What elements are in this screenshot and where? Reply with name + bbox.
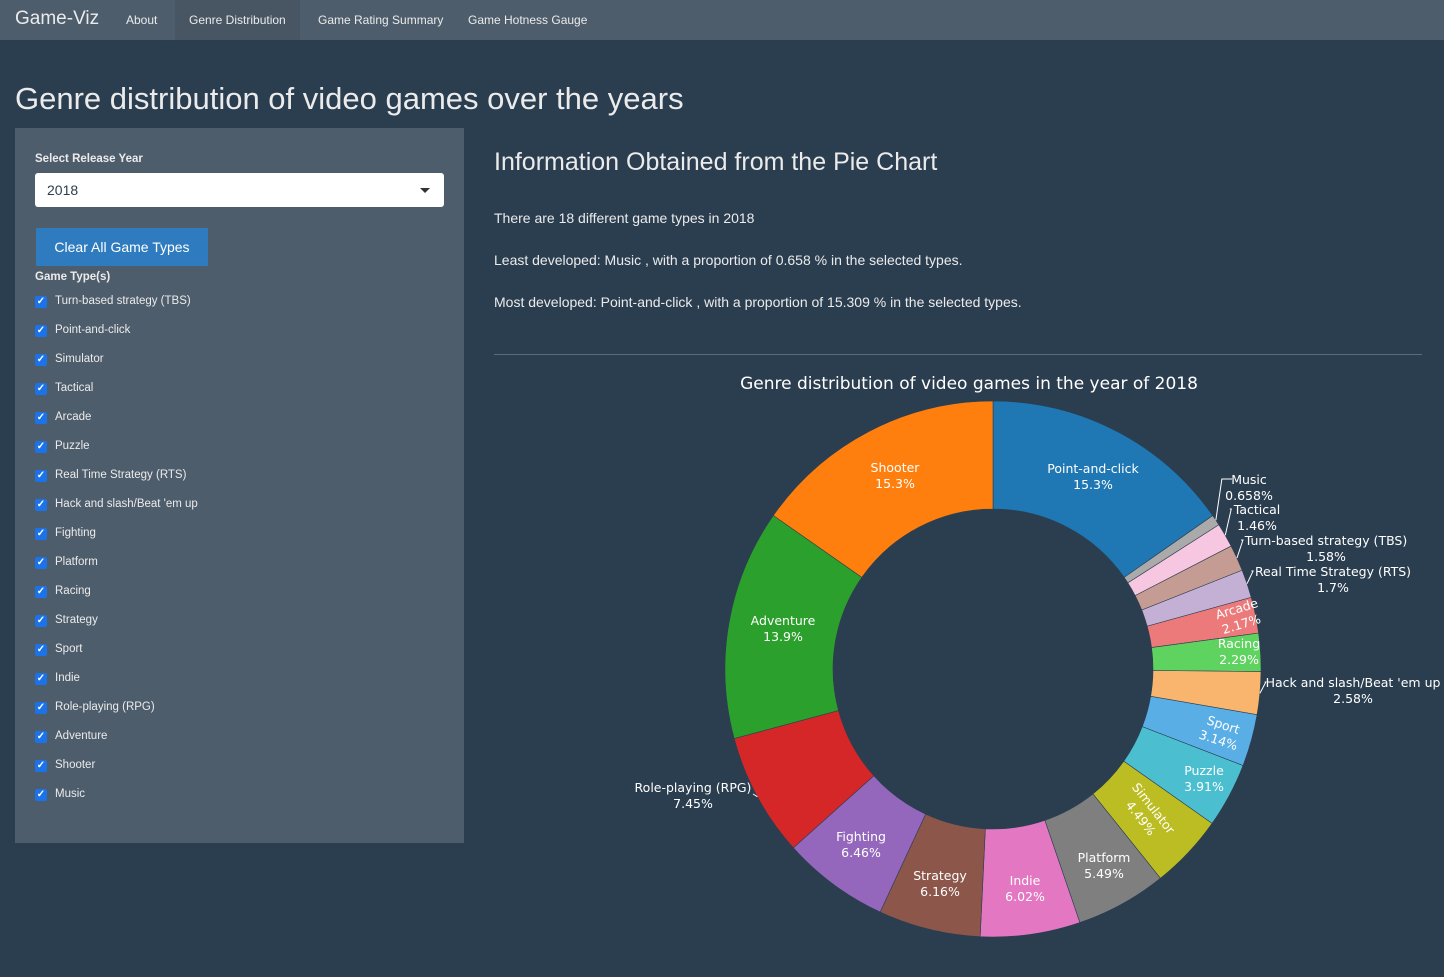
checkbox-checked-icon[interactable]: ✓ (35, 557, 47, 569)
checkbox-checked-icon[interactable]: ✓ (35, 383, 47, 395)
game-type-label: Shooter (55, 759, 96, 771)
slice-label: Puzzle 3.91% (1184, 763, 1224, 794)
slice-label: Adventure 13.9% (751, 613, 816, 644)
slice-label: Fighting 6.46% (836, 829, 886, 860)
slice-label-leader-line (1259, 681, 1267, 694)
donut-chart: Genre distribution of video games in the… (635, 374, 1441, 938)
chart-title: Genre distribution of video games in the… (740, 374, 1198, 394)
info-title: Information Obtained from the Pie Chart (494, 148, 938, 176)
page-title: Genre distribution of video games over t… (15, 81, 684, 116)
checkbox-checked-icon[interactable]: ✓ (35, 731, 47, 743)
sidebar-panel: Select Release Year 2018 Clear All Game … (15, 128, 464, 843)
checkbox-checked-icon[interactable]: ✓ (35, 412, 47, 424)
clear-all-game-types-button[interactable]: Clear All Game Types (36, 228, 208, 266)
checkbox-checked-icon[interactable]: ✓ (35, 673, 47, 685)
game-type-label: Music (55, 788, 86, 800)
checkbox-checked-icon[interactable]: ✓ (35, 354, 47, 366)
slice-label: Turn-based strategy (TBS) 1.58% (1244, 533, 1408, 564)
game-type-label: Strategy (55, 614, 98, 626)
game-type-label: Adventure (55, 730, 108, 742)
slice-label: Music 0.658% (1225, 472, 1273, 503)
game-type-label: Point-and-click (55, 324, 131, 336)
nav-tab-genre-distribution[interactable]: Genre Distribution (175, 0, 300, 40)
checkbox-checked-icon[interactable]: ✓ (35, 644, 47, 656)
checkbox-checked-icon[interactable]: ✓ (35, 615, 47, 627)
slice-label-leader-line (1236, 539, 1244, 559)
game-type-label: Turn-based strategy (TBS) (55, 295, 191, 307)
checkbox-checked-icon[interactable]: ✓ (35, 296, 47, 308)
nav-tab-about[interactable]: About (126, 13, 158, 27)
game-types-label: Game Type(s) (35, 271, 111, 283)
slice-label: Point-and-click 15.3% (1047, 461, 1139, 492)
info-type-count: There are 18 different game types in 201… (494, 210, 755, 226)
year-select-label: Select Release Year (35, 153, 143, 165)
game-type-label: Racing (55, 585, 91, 597)
navbar: Game-Viz About Genre Distribution Game R… (0, 0, 1444, 40)
slice-label: Shooter 15.3% (871, 460, 921, 491)
game-type-label: Hack and slash/Beat 'em up (55, 498, 198, 510)
checkbox-checked-icon[interactable]: ✓ (35, 760, 47, 772)
info-most-developed: Most developed: Point-and-click , with a… (494, 294, 1022, 310)
brand-title[interactable]: Game-Viz (15, 8, 100, 29)
slice-label-leader-line (1246, 570, 1254, 584)
checkbox-checked-icon[interactable]: ✓ (35, 441, 47, 453)
chevron-down-icon (420, 188, 430, 193)
checkbox-checked-icon[interactable]: ✓ (35, 528, 47, 540)
game-type-label: Simulator (55, 353, 104, 365)
checkbox-checked-icon[interactable]: ✓ (35, 499, 47, 511)
slice-label: Strategy 6.16% (913, 868, 967, 899)
slice-label: Tactical 1.46% (1233, 502, 1280, 533)
slice-label: Platform 5.49% (1078, 850, 1131, 881)
game-type-label: Sport (55, 643, 83, 655)
slice-label-leader-line (752, 793, 758, 798)
pie-slice[interactable] (772, 400, 994, 578)
game-type-label: Tactical (55, 382, 94, 394)
game-type-label: Platform (55, 556, 98, 568)
year-select-value: 2018 (47, 182, 79, 198)
nav-tab-game-hotness-gauge[interactable]: Game Hotness Gauge (468, 13, 588, 27)
checkbox-checked-icon[interactable]: ✓ (35, 470, 47, 482)
slice-label-leader-line (1224, 508, 1232, 536)
game-type-label: Fighting (55, 527, 96, 539)
year-select[interactable]: 2018 (35, 173, 444, 207)
game-type-label: Arcade (55, 411, 92, 423)
game-type-label: Puzzle (55, 440, 90, 452)
slice-label: Role-playing (RPG) 7.45% (635, 780, 752, 811)
slice-label: Indie 6.02% (1005, 873, 1045, 904)
checkbox-checked-icon[interactable]: ✓ (35, 702, 47, 714)
divider (494, 354, 1422, 355)
checkbox-checked-icon[interactable]: ✓ (35, 789, 47, 801)
nav-tab-game-rating-summary[interactable]: Game Rating Summary (318, 13, 444, 27)
slice-label-leader-line (1215, 478, 1232, 521)
game-type-label: Role-playing (RPG) (55, 701, 155, 713)
info-least-developed: Least developed: Music , with a proporti… (494, 252, 963, 268)
game-type-label: Indie (55, 672, 80, 684)
game-type-label: Real Time Strategy (RTS) (55, 469, 187, 481)
slice-label: Hack and slash/Beat 'em up 2.58% (1266, 675, 1441, 706)
slice-label: Racing 2.29% (1218, 636, 1260, 667)
checkbox-checked-icon[interactable]: ✓ (35, 325, 47, 337)
slice-label: Real Time Strategy (RTS) 1.7% (1255, 564, 1411, 595)
checkbox-checked-icon[interactable]: ✓ (35, 586, 47, 598)
